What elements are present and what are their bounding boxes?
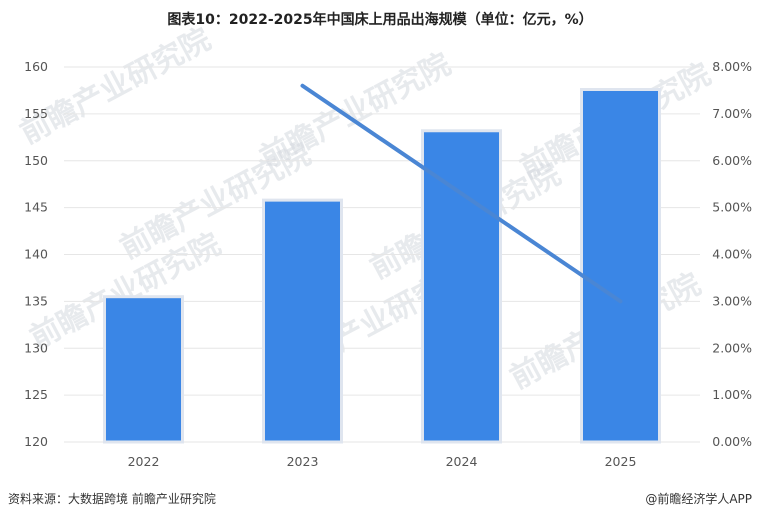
x-tick-label: 2024 (446, 454, 478, 469)
left-axis: 120 125 130 135 140 145 150 155 160 (24, 59, 48, 449)
bar-series (103, 88, 661, 444)
bar (580, 88, 661, 444)
y-right-tick-label: 1.00% (712, 387, 752, 402)
y-right-tick-label: 4.00% (712, 247, 752, 262)
brand-label: @前瞻经济学人APP (645, 491, 752, 506)
bar (103, 295, 184, 444)
y-right-tick-label: 0.00% (712, 434, 752, 449)
y-left-tick-label: 120 (24, 434, 48, 449)
y-right-tick-label: 8.00% (712, 59, 752, 74)
y-left-tick-label: 145 (24, 200, 48, 215)
y-right-tick-label: 2.00% (712, 340, 752, 355)
x-tick-label: 2025 (605, 454, 637, 469)
growth-line (300, 83, 623, 304)
y-left-tick-label: 125 (24, 387, 48, 402)
bar (262, 198, 343, 444)
y-right-tick-label: 3.00% (712, 293, 752, 308)
y-left-tick-label: 150 (24, 153, 48, 168)
y-right-tick-label: 5.00% (712, 200, 752, 215)
x-tick-label: 2023 (287, 454, 319, 469)
right-axis: 0.00% 1.00% 2.00% 3.00% 4.00% 5.00% 6.00% 7.00%… (712, 59, 752, 449)
source-note: 资料来源：大数据跨境 前瞻产业研究院 (8, 491, 216, 506)
y-right-tick-label: 7.00% (712, 106, 752, 121)
y-right-tick-label: 6.00% (712, 153, 752, 168)
x-axis: 2022 2023 2024 2025 (128, 454, 637, 469)
bar (421, 129, 502, 444)
y-left-tick-label: 130 (24, 340, 48, 355)
x-tick-label: 2022 (128, 454, 160, 469)
y-left-tick-label: 140 (24, 247, 48, 262)
y-left-tick-label: 135 (24, 293, 48, 308)
y-left-tick-label: 155 (24, 106, 48, 121)
watermark-text: 前瞻产业研究院 (15, 22, 217, 151)
line-series (300, 83, 623, 304)
y-left-tick-label: 160 (24, 59, 48, 74)
chart-title: 图表10：2022-2025年中国床上用品出海规模（单位：亿元，%） (167, 11, 592, 28)
